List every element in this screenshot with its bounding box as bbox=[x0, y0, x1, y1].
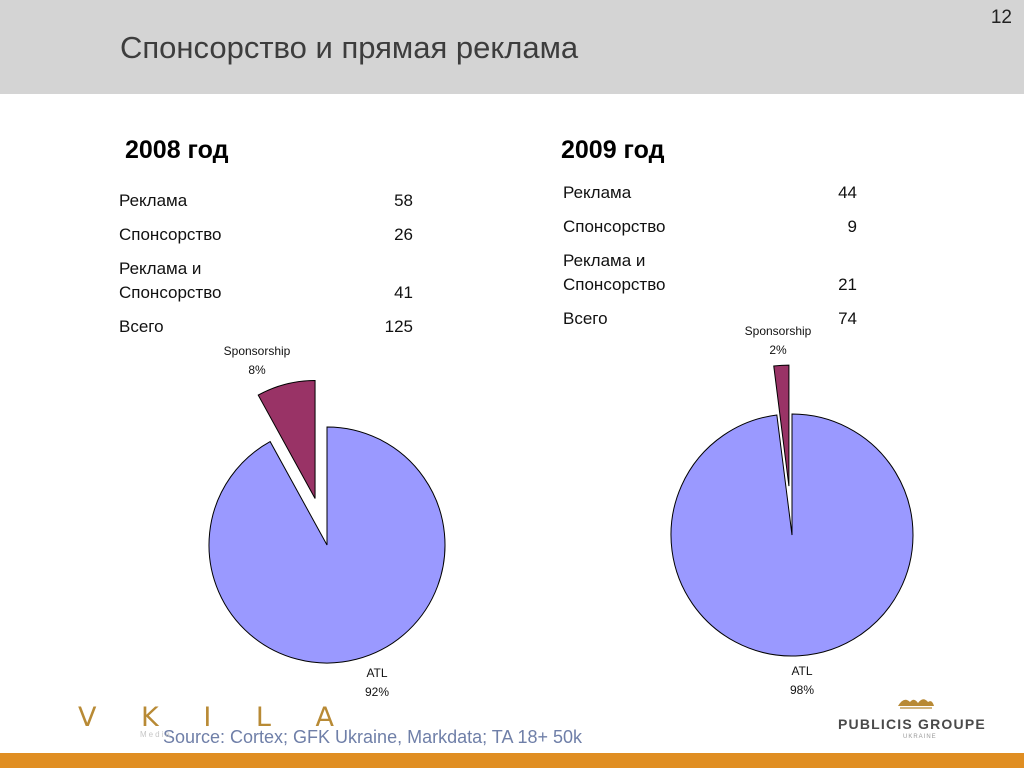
source-note: Source: Cortex; GFK Ukraine, Markdata; T… bbox=[163, 727, 583, 747]
stats-row-value: 58 bbox=[394, 191, 413, 210]
pie-slice-value-label: 98% bbox=[790, 683, 814, 697]
publicis-logo: PUBLICIS GROUPE UKRAINE bbox=[838, 694, 994, 746]
vkila-logo: V K I L A Media bbox=[78, 700, 334, 742]
year-heading-2008: 2008 год bbox=[125, 136, 229, 164]
year-heading-2009: 2009 год bbox=[561, 136, 665, 164]
pie-slice-name-label: ATL bbox=[791, 664, 812, 678]
pie-slice-name-label: ATL bbox=[366, 666, 387, 680]
stats-row-value: 44 bbox=[838, 183, 857, 202]
pie-slice-sponsorship bbox=[257, 380, 316, 499]
stats-row-value: 21 bbox=[838, 275, 857, 294]
publicis-lion-icon bbox=[898, 699, 934, 709]
pie-slice-value-label: 92% bbox=[365, 685, 389, 699]
pie-slice-sponsorship bbox=[773, 364, 790, 487]
stats-table-2009: Реклама 44 Спонсорство 9 Реклама и Спонс… bbox=[563, 181, 857, 341]
page-title: Спонсорство и прямая реклама bbox=[120, 30, 579, 65]
pie-slice-atl bbox=[670, 413, 914, 657]
stats-row-value: 9 bbox=[847, 217, 857, 236]
stats-row-label: Всего bbox=[119, 317, 164, 336]
pie-slice-value-label: 2% bbox=[769, 343, 787, 357]
stats-row-label: Спонсорство bbox=[563, 217, 666, 236]
stats-row-value: 41 bbox=[394, 283, 413, 302]
stats-row-label: Реклама bbox=[119, 191, 188, 210]
pie-slice-value-label: 8% bbox=[248, 363, 266, 377]
pie-slice-atl bbox=[208, 426, 446, 664]
publicis-logo-subtitle: UKRAINE bbox=[903, 734, 937, 740]
stats-row-label: Всего bbox=[563, 309, 608, 328]
stats-row-label: Реклама и Спонсорство bbox=[563, 251, 666, 294]
vkila-logo-wordmark: V K I L A bbox=[78, 702, 352, 733]
stats-row-value: 125 bbox=[384, 317, 413, 336]
publicis-logo-wordmark: PUBLICIS GROUPE bbox=[838, 716, 986, 732]
stats-row-value: 26 bbox=[394, 225, 413, 244]
stats-table-2008: Реклама 58 Спонсорство 26 Реклама и Спон… bbox=[119, 189, 413, 349]
header-band bbox=[0, 0, 1024, 94]
stats-row-label: Реклама и Спонсорство bbox=[119, 259, 222, 302]
footer-bar bbox=[0, 753, 1024, 768]
stats-row-value: 74 bbox=[838, 309, 857, 328]
vkila-logo-subtitle: Media bbox=[140, 730, 172, 739]
stats-row-label: Реклама bbox=[563, 183, 632, 202]
stats-row-label: Спонсорство bbox=[119, 225, 222, 244]
page-number: 12 bbox=[990, 7, 1012, 28]
